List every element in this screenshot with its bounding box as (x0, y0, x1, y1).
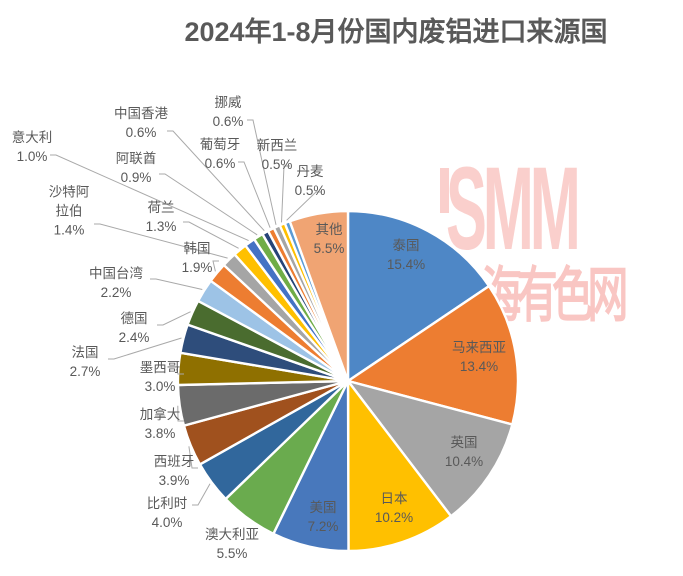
leader-line (108, 337, 182, 360)
leader-line (167, 130, 265, 232)
leader-line (238, 161, 271, 228)
slice-label-value: 3.8% (144, 426, 176, 441)
leader-line (94, 223, 228, 259)
slice-label: 德国 2.4% (104, 309, 164, 347)
slice-label-value: 1.4% (53, 222, 85, 238)
slice-label-value: 1.3% (145, 219, 177, 234)
slice-label: 西班牙 3.9% (144, 452, 204, 490)
slice-label-name: 意大利 (11, 130, 53, 145)
slice-label-value: 0.5% (294, 183, 326, 198)
slice-label-value: 5.5% (216, 546, 248, 561)
slice-label-value: 1.9% (181, 260, 213, 275)
slice-label: 墨西哥 3.0% (130, 358, 190, 396)
slice-label-name: 澳大利亚 (205, 527, 259, 542)
slice-label: 沙特阿拉伯 1.4% (44, 183, 94, 240)
slice-label-value: 2.7% (69, 364, 101, 379)
slice-label: 中国香港 0.6% (105, 104, 177, 142)
leader-line (159, 173, 258, 236)
slice-label: 荷兰 1.3% (131, 198, 191, 236)
slice-label: 比利时 4.0% (137, 494, 197, 532)
slice-label-value: 5.5% (313, 241, 345, 256)
slice-label-name: 韩国 (183, 241, 211, 256)
leader-line (157, 311, 191, 326)
smm-watermark-logo: SMM (446, 143, 581, 275)
slice-label-name: 葡萄牙 (199, 137, 241, 152)
slice-label-value: 0.6% (204, 156, 236, 171)
slice-label-name: 阿联酋 (115, 151, 157, 166)
slice-label-name: 英国 (450, 435, 478, 450)
slice-label: 日本 10.2% (375, 489, 413, 527)
slice-label: 美国 7.2% (308, 498, 339, 536)
slice-label: 挪威 0.6% (198, 93, 258, 131)
slice-label-name: 加拿大 (139, 407, 181, 422)
slice-label-value: 4.0% (151, 515, 183, 530)
slice-label: 阿联酋 0.9% (106, 149, 166, 187)
slice-label-value: 0.9% (120, 170, 152, 185)
slice-label-value: 0.6% (125, 125, 157, 140)
slice-label: 葡萄牙 0.6% (190, 135, 250, 173)
slice-label-value: 0.6% (212, 114, 244, 129)
slice-label-value: 3.0% (144, 379, 176, 394)
slice-label-name: 荷兰 (147, 200, 175, 215)
slice-label: 中国台湾 2.2% (80, 264, 152, 302)
slice-label-name: 中国香港 (114, 106, 168, 121)
slice-label-name: 泰国 (392, 238, 420, 253)
slice-label-name: 马来西亚 (452, 340, 506, 355)
chart-title: 2024年1-8月份国内废铝进口来源国 (184, 17, 608, 47)
slice-label-value: 10.2% (374, 510, 414, 525)
slice-label-name: 法国 (71, 345, 99, 360)
slice-label: 其他 5.5% (314, 220, 345, 258)
slice-label: 澳大利亚 5.5% (193, 525, 271, 563)
leader-line (183, 221, 239, 249)
pie-slice (288, 209, 350, 382)
slice-label-name: 西班牙 (153, 454, 195, 469)
leader-line (286, 191, 322, 221)
slice-label-value: 2.4% (118, 330, 150, 345)
slice-label-name: 美国 (309, 500, 337, 515)
slice-label-name: 中国台湾 (89, 266, 143, 281)
pie-slice (346, 209, 491, 384)
slice-label-value: 15.4% (386, 257, 426, 272)
leader-line (188, 446, 198, 469)
slice-label-value: 2.2% (100, 285, 132, 300)
slice-label-name: 新西兰 (256, 138, 298, 153)
pie-slice (344, 378, 514, 518)
slice-label: 马来西亚 13.4% (452, 338, 506, 376)
slice-label-name: 日本 (380, 491, 408, 506)
pie-slice (346, 377, 453, 553)
slice-label: 泰国 15.4% (387, 236, 425, 274)
leader-line (281, 165, 290, 223)
slice-label-name: 丹麦 (296, 164, 324, 179)
slice-label-value: 13.4% (459, 359, 499, 374)
leader-line (192, 483, 211, 506)
slice-label: 韩国 1.9% (167, 239, 227, 277)
slice-label: 丹麦 0.5% (280, 162, 340, 200)
slice-label-value: 10.4% (444, 454, 484, 469)
leader-line (150, 278, 203, 290)
slice-label: 意大利 1.0% (4, 128, 60, 166)
slice-label: 新西兰 0.5% (247, 136, 307, 174)
slice-label-name: 德国 (120, 311, 148, 326)
slice-label: 加拿大 3.8% (130, 405, 190, 443)
leader-line (212, 260, 219, 272)
slice-label-name: 挪威 (214, 95, 242, 110)
slice-label: 法国 2.7% (55, 343, 115, 381)
watermark-fragment (440, 168, 449, 213)
slice-label-value: 7.2% (307, 519, 339, 534)
slice-label-name: 沙特阿拉伯 (48, 184, 90, 219)
leader-line (247, 119, 277, 225)
pie-slice (345, 284, 520, 426)
leader-line (177, 405, 184, 422)
slice-label-name: 其他 (315, 222, 343, 237)
slice-label-value: 1.0% (16, 149, 48, 164)
slice-label-value: 3.9% (158, 473, 190, 488)
leader-line (50, 154, 249, 242)
slice-label: 英国 10.4% (445, 433, 483, 471)
slice-label-name: 墨西哥 (139, 360, 181, 375)
leader-line (175, 368, 184, 375)
slice-label-value: 0.5% (261, 157, 293, 172)
slice-label-name: 比利时 (146, 496, 188, 511)
